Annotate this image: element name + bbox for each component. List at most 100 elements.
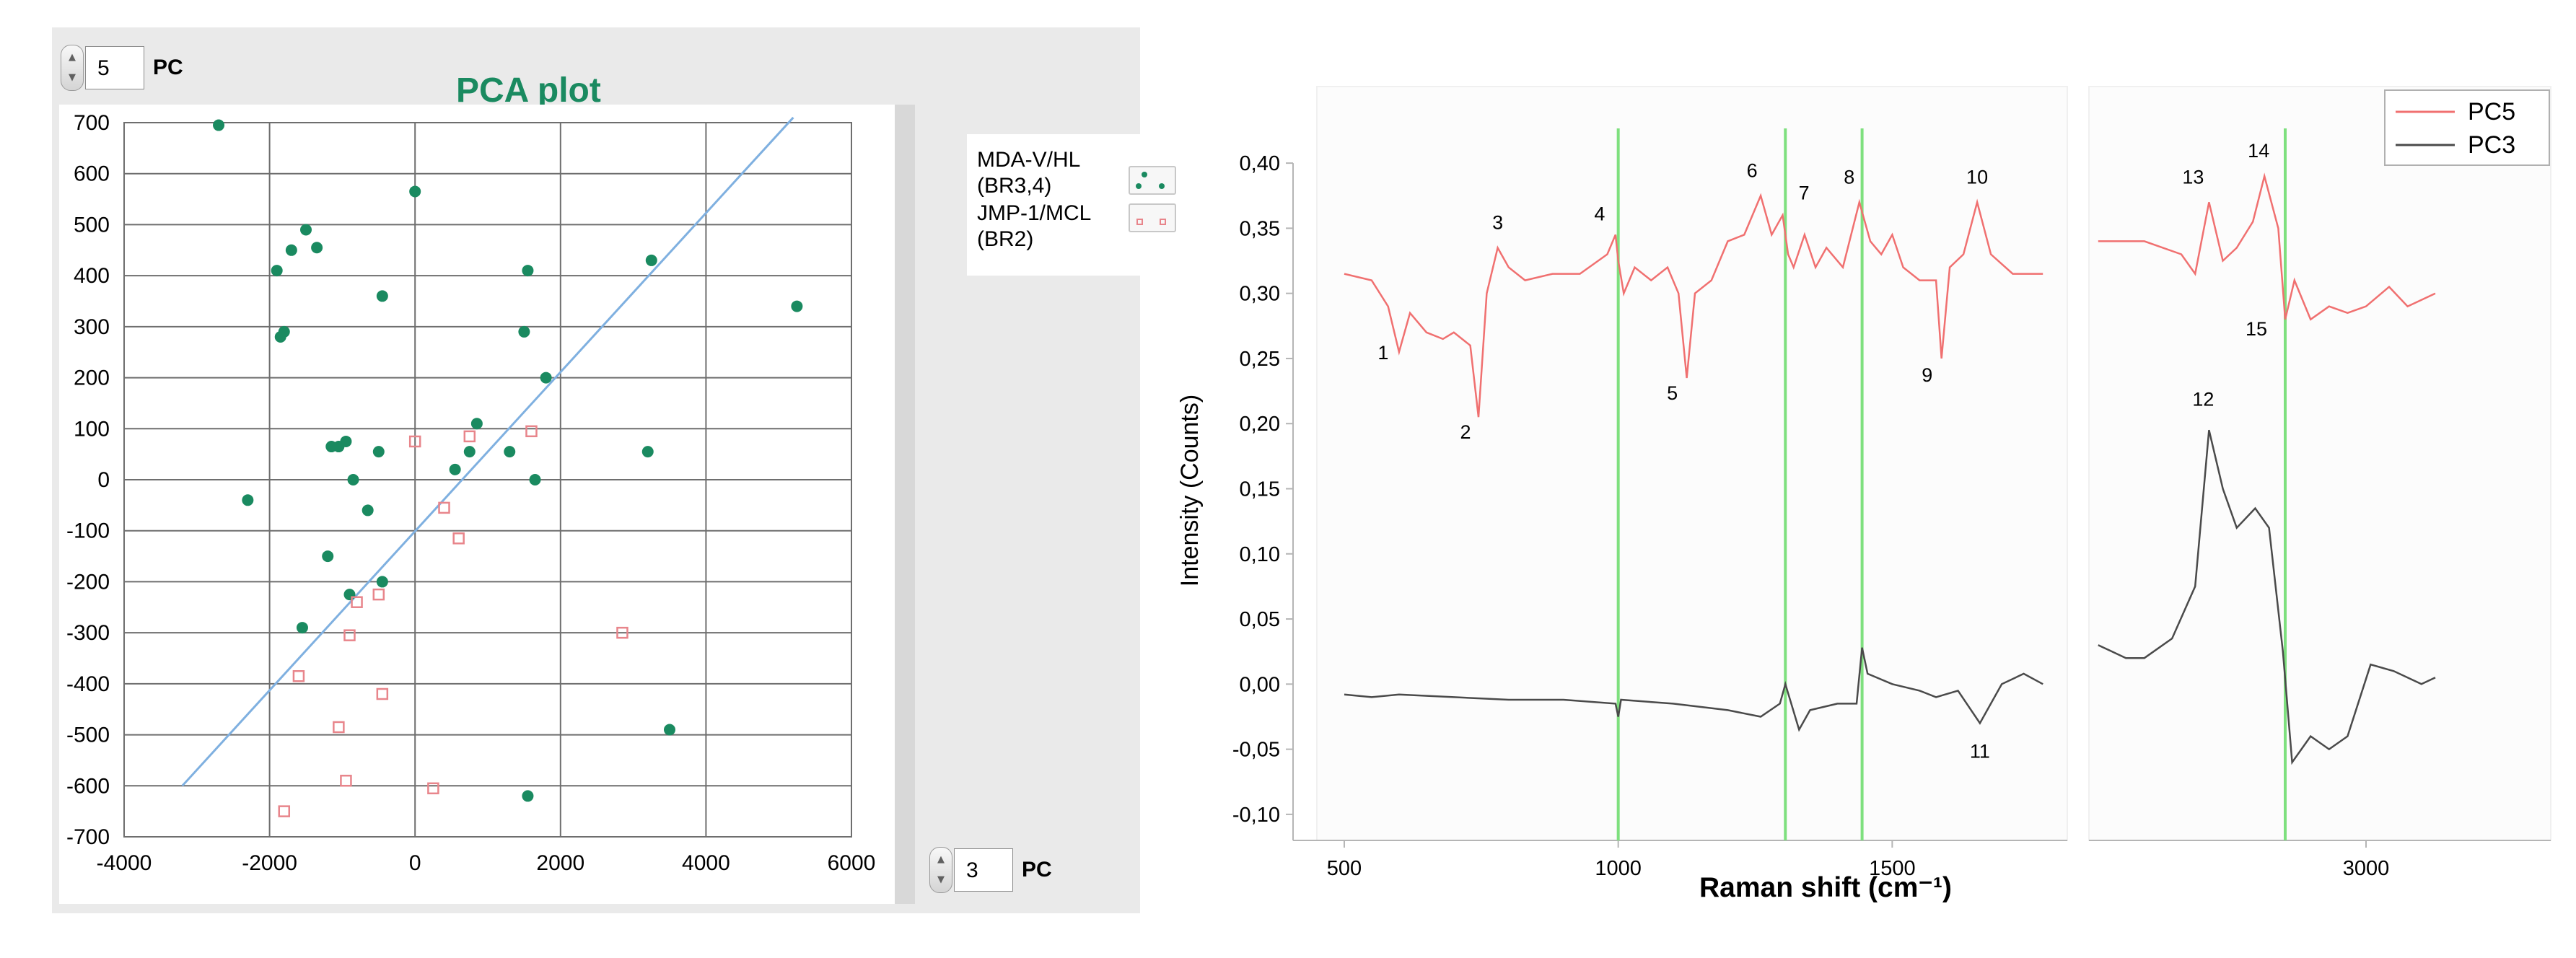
pca-y-tick: 400 <box>74 264 110 288</box>
mda-point <box>213 119 225 131</box>
jmp-point <box>525 425 538 438</box>
jmp-point <box>427 782 439 795</box>
pca-y-tick: -400 <box>66 672 110 696</box>
left-panel-bg <box>1316 86 2068 841</box>
peak-label-11: 11 <box>1970 741 1990 763</box>
peak-label-10: 10 <box>1966 166 1988 188</box>
pc-y-unit: PC <box>153 56 183 79</box>
mda-point <box>522 265 534 277</box>
pca-y-tick: -100 <box>66 519 110 543</box>
legend-swatch-1 <box>1129 166 1176 195</box>
mda-point <box>376 576 388 588</box>
pc-x-unit: PC <box>1022 858 1052 882</box>
pca-x-tick: 0 <box>409 851 421 875</box>
mda-point <box>271 265 283 277</box>
mda-point <box>409 185 421 198</box>
mda-point <box>641 446 654 458</box>
mda-point <box>300 224 312 236</box>
jmp-point <box>616 626 628 639</box>
peak-label-14: 14 <box>2248 140 2269 162</box>
series-pc3-left <box>1344 647 2043 732</box>
pca-y-tick: -700 <box>66 825 110 849</box>
jmp-point <box>463 430 476 443</box>
mda-point <box>504 446 516 458</box>
legend-label-2: JMP-1/MCL (BR2) <box>977 201 1092 251</box>
y-tick-label: 0,10 <box>1240 543 1280 566</box>
y-tick-label: 0,35 <box>1240 217 1280 240</box>
x-tick-label: 1500 <box>1869 857 1916 880</box>
spinner-arrows[interactable]: ▲ ▼ <box>61 45 84 91</box>
pca-y-tick: 500 <box>74 213 110 237</box>
pca-y-tick: -500 <box>66 724 110 747</box>
jmp-point <box>333 721 345 734</box>
mda-point <box>463 446 476 458</box>
mda-point <box>322 550 334 563</box>
series-pc3-right <box>2098 429 2436 765</box>
y-tick-label: 0,40 <box>1240 152 1280 175</box>
pc-x-spinner[interactable]: ▲ ▼ 3 PC <box>929 847 1052 893</box>
legend-swatch-2 <box>1129 203 1176 232</box>
mda-point <box>645 254 657 266</box>
y-tick-label: 0,00 <box>1240 673 1280 696</box>
peak-label-4: 4 <box>1594 203 1605 224</box>
y-tick-label: 0,05 <box>1240 608 1280 631</box>
mda-point <box>540 372 552 384</box>
arrow-down-icon[interactable]: ▼ <box>69 72 76 83</box>
spinner-arrows[interactable]: ▲ ▼ <box>929 847 952 893</box>
legend-label-1: MDA-V/HL (BR3,4) <box>977 148 1081 198</box>
peak-label-5: 5 <box>1667 382 1678 404</box>
pc-x-value[interactable]: 3 <box>954 848 1013 892</box>
regression-line <box>181 116 794 787</box>
arrow-up-icon[interactable]: ▲ <box>937 854 945 865</box>
right-panel-bg <box>2088 86 2551 841</box>
pc-y-spinner[interactable]: ▲ ▼ 5 PC <box>61 45 183 91</box>
peak-label-15: 15 <box>2246 318 2267 340</box>
pca-y-tick: 100 <box>74 417 110 441</box>
mda-point <box>376 290 388 302</box>
pca-y-tick: 600 <box>74 162 110 186</box>
pca-plot-border <box>123 122 852 838</box>
mda-point <box>296 622 308 634</box>
x-tick-label: 500 <box>1327 857 1362 880</box>
y-tick-label: -0,10 <box>1232 804 1280 827</box>
mda-point <box>529 474 541 485</box>
mda-point <box>242 494 254 506</box>
y-axis-label: Intensity (Counts) <box>1176 395 1204 586</box>
mda-point <box>518 325 530 338</box>
jmp-point <box>452 532 465 545</box>
y-tick-label: -0,05 <box>1232 739 1280 762</box>
pc-y-value[interactable]: 5 <box>85 46 144 89</box>
legend-label-pc5: PC5 <box>2468 98 2515 126</box>
arrow-up-icon[interactable]: ▲ <box>69 52 76 63</box>
pca-x-tick: -4000 <box>97 851 152 875</box>
pca-x-tick: -2000 <box>242 851 297 875</box>
pca-y-tick: -600 <box>66 774 110 798</box>
peak-label-3: 3 <box>1492 211 1503 233</box>
pca-y-tick: 0 <box>97 468 110 492</box>
mda-point <box>285 244 297 256</box>
pca-x-tick: 6000 <box>828 851 876 875</box>
legend-frame <box>2384 89 2550 166</box>
y-tick-label: 0,25 <box>1240 348 1280 371</box>
x-axis-label: Raman shift (cm⁻¹) <box>1699 872 1952 903</box>
pca-y-tick: 300 <box>74 315 110 339</box>
x-tick-label: 1000 <box>1595 857 1642 880</box>
mda-point <box>791 300 803 312</box>
peak-label-13: 13 <box>2182 166 2204 188</box>
mda-point <box>470 418 483 430</box>
pca-y-tick: -200 <box>66 570 110 594</box>
mda-point <box>362 504 374 517</box>
jmp-point <box>343 629 356 641</box>
pca-frame-edge <box>895 105 915 904</box>
peak-label-12: 12 <box>2192 388 2214 410</box>
peak-label-9: 9 <box>1922 364 1932 386</box>
pca-title: PCA plot <box>456 71 601 110</box>
y-tick-label: 0,15 <box>1240 478 1280 501</box>
arrow-down-icon[interactable]: ▼ <box>937 874 945 885</box>
mda-point <box>311 242 323 254</box>
pca-y-tick: 200 <box>74 366 110 390</box>
legend-label-pc3: PC3 <box>2468 131 2515 159</box>
